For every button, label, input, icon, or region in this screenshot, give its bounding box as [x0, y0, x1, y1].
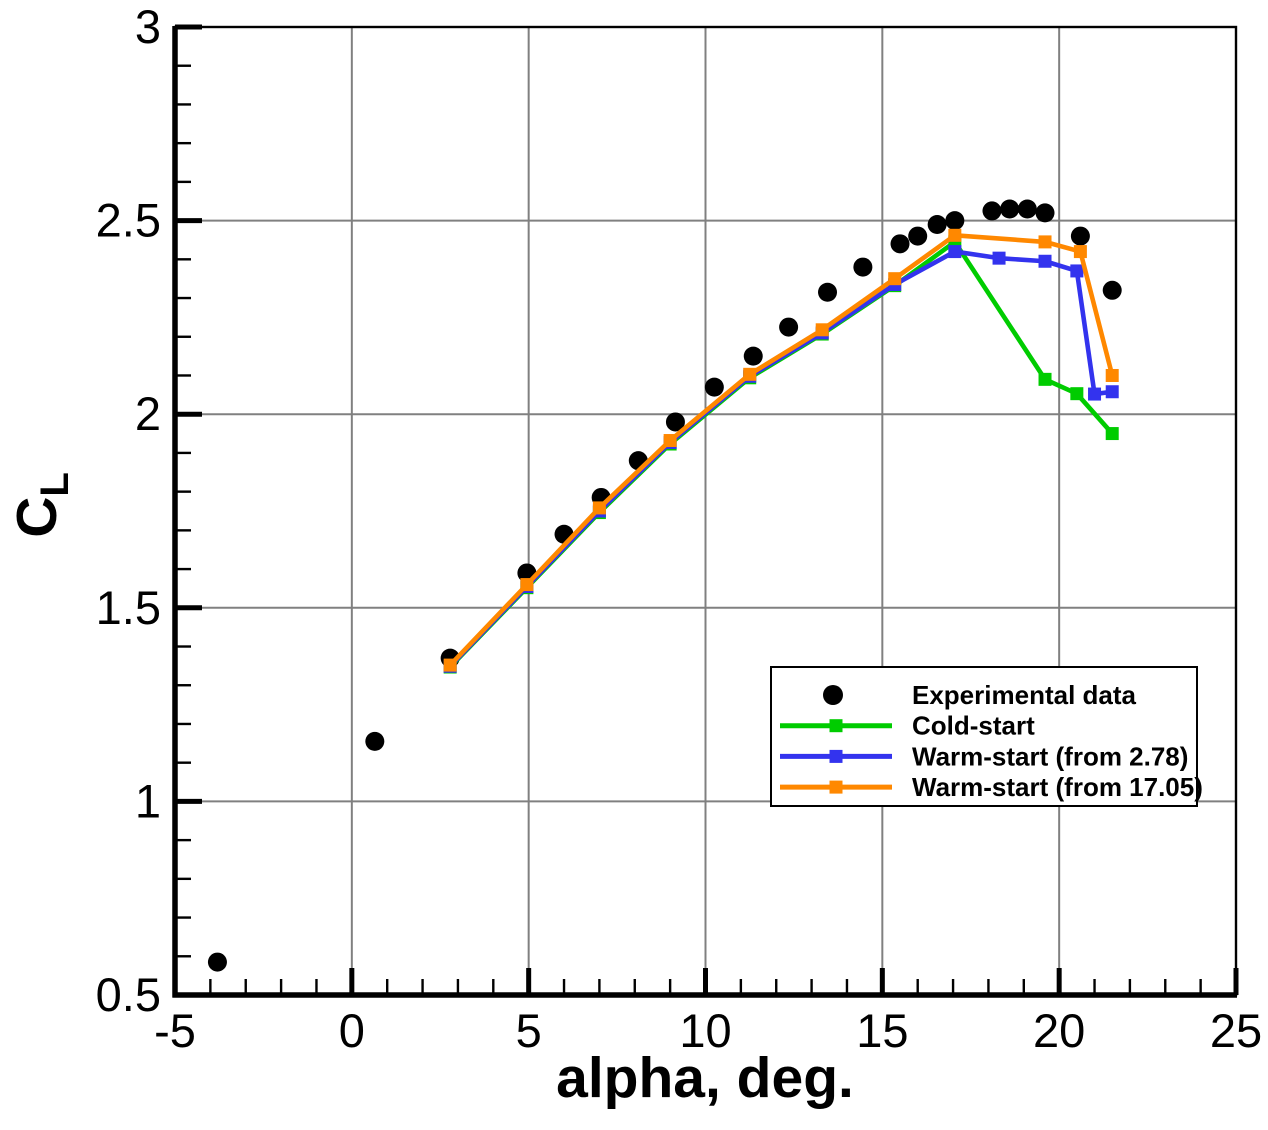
data-point-square	[520, 578, 534, 592]
y-tick-label: 0.5	[96, 968, 161, 1021]
grid	[174, 26, 1237, 996]
tick-labels: -5 0 5 10 15 20 25 0.5 1 1.5 2 2.5 3	[96, 0, 1262, 1057]
data-point-square	[1070, 387, 1084, 401]
y-tick-label: 3	[135, 0, 161, 53]
data-point-circle	[982, 201, 1002, 221]
data-point-circle	[1070, 226, 1090, 246]
data-point-circle	[1017, 199, 1037, 219]
plot-frame	[172, 25, 1238, 998]
y-axis-label-main: C	[5, 497, 69, 538]
x-tick-label: 5	[516, 1004, 542, 1057]
data-point-square	[1105, 385, 1119, 399]
x-tick-label: 0	[339, 1004, 365, 1057]
data-point-circle	[927, 214, 947, 234]
data-point-square	[815, 323, 829, 337]
y-tick-label: 2	[135, 387, 161, 440]
data-point-square	[1105, 427, 1119, 441]
x-tick-label: 20	[1033, 1004, 1085, 1057]
data-point-circle	[890, 234, 910, 254]
data-point-circle	[1000, 199, 1020, 219]
data-point-circle	[1035, 203, 1055, 223]
data-point-square	[948, 245, 962, 259]
series-line-cold-start	[448, 239, 1114, 669]
y-axis-label: CL	[5, 472, 77, 538]
x-tick-label: -5	[154, 1004, 196, 1057]
x-tick-label: 15	[856, 1004, 908, 1057]
data-point-circle	[207, 952, 227, 972]
legend-marker-square	[829, 749, 843, 763]
legend-marker-circle	[823, 685, 843, 705]
legend-label: Cold-start	[912, 711, 1035, 741]
legend-label: Warm-start (from 2.78)	[912, 741, 1188, 771]
legend-label: Warm-start (from 17.05)	[912, 772, 1203, 802]
x-axis-label: alpha, deg.	[556, 1046, 854, 1110]
data-point-circle	[1102, 280, 1122, 300]
data-point-square	[888, 272, 902, 286]
data-point-circle	[665, 412, 685, 432]
data-point-square	[592, 501, 606, 515]
data-point-square	[663, 434, 677, 448]
data-point-circle	[945, 211, 965, 231]
legend-marker-square	[829, 780, 843, 794]
series-line-warm-start-from-2-78-	[448, 249, 1113, 668]
data-point-square	[948, 228, 962, 242]
data-series	[207, 199, 1122, 972]
data-point-square	[1038, 235, 1052, 249]
data-point-square	[743, 367, 757, 381]
data-point-square	[992, 251, 1006, 265]
data-point-circle	[365, 731, 385, 751]
data-point-circle	[704, 377, 724, 397]
x-tick-label: 10	[679, 1004, 731, 1057]
series-line-warm-start-from-17-05-	[448, 233, 1115, 667]
y-tick-label: 1.5	[96, 581, 161, 634]
data-point-square	[1038, 372, 1052, 386]
data-point-square	[1070, 264, 1084, 278]
data-point-circle	[853, 257, 873, 277]
data-point-circle	[779, 317, 799, 337]
x-tick-label: 25	[1210, 1004, 1262, 1057]
y-tick-label: 2.5	[96, 194, 161, 247]
data-point-square	[1088, 387, 1102, 401]
data-point-square	[1038, 254, 1052, 268]
legend-marker-square	[829, 719, 843, 733]
legend-label: Experimental data	[912, 680, 1137, 710]
data-point-circle	[908, 226, 928, 246]
data-point-square	[443, 658, 457, 672]
data-point-square	[1105, 368, 1119, 382]
y-tick-label: 1	[135, 774, 161, 827]
data-point-circle	[743, 346, 763, 366]
data-point-circle	[818, 282, 838, 302]
data-point-square	[1073, 245, 1087, 259]
y-axis-label-subscript: L	[33, 472, 77, 496]
